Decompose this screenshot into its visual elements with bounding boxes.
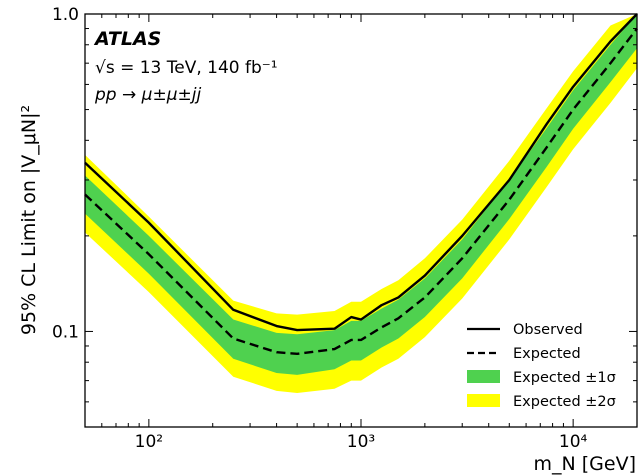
ticks-layer xyxy=(84,13,638,428)
legend-swatch-2sigma xyxy=(467,394,500,407)
legend: Observed Expected Expected ±1σ Expected … xyxy=(467,322,616,410)
y-axis-title: 95% CL Limit on |V_μN|² xyxy=(18,105,40,335)
x-tick-label: 10⁴ xyxy=(559,432,588,452)
plot-frame xyxy=(84,13,638,428)
x-axis-title: m_N [GeV] xyxy=(534,453,637,475)
legend-swatch-1sigma xyxy=(467,370,500,383)
y-tick-label: 1.0 xyxy=(52,5,79,25)
legend-label-observed: Observed xyxy=(513,322,583,338)
process-label: pp → μ±μ±jj xyxy=(94,85,201,105)
series-line-observed xyxy=(84,13,638,332)
lines-layer xyxy=(84,13,638,356)
labels-layer: 10² 10³ 10⁴ 0.1 1.0 xyxy=(52,5,588,452)
legend-label-2sigma: Expected ±2σ xyxy=(513,394,616,410)
legend-label-1sigma: Expected ±1σ xyxy=(513,370,616,386)
y-tick-label: 0.1 xyxy=(52,322,79,342)
energy-label: √s = 13 TeV, 140 fb⁻¹ xyxy=(95,58,278,78)
x-tick-label: 10³ xyxy=(347,432,375,452)
x-tick-label: 10² xyxy=(135,432,163,452)
experiment-label: ATLAS xyxy=(93,28,161,50)
band-1sigma xyxy=(85,14,637,375)
legend-label-expected: Expected xyxy=(513,346,581,362)
